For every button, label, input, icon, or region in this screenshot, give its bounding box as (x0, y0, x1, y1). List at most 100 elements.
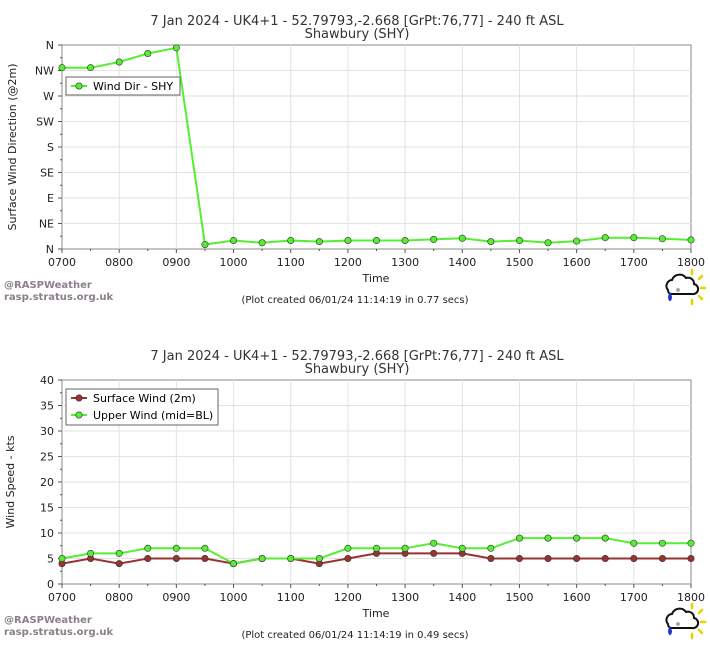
data-point (258, 554, 266, 562)
x-tick-label: 1200 (334, 256, 362, 269)
x-tick-label: 1700 (620, 591, 648, 604)
data-point (458, 544, 466, 552)
x-tick-label: 1100 (277, 256, 305, 269)
x-tick-label: 0700 (48, 591, 76, 604)
data-point (515, 237, 523, 245)
x-tick-label: 0800 (105, 591, 133, 604)
data-point (144, 49, 152, 57)
watermark-line1: @RASPWeather (4, 280, 92, 291)
data-point (201, 544, 209, 552)
y-tick-label: NW (35, 65, 54, 78)
data-point (115, 549, 123, 557)
wind-direction-chart: 7 Jan 2024 - UK4+1 - 52.79793,-2.668 [Gr… (6, 14, 705, 306)
grid (62, 45, 691, 249)
data-point (658, 554, 666, 562)
data-point (401, 544, 409, 552)
data-point (515, 554, 523, 562)
data-point (458, 234, 466, 242)
data-point (601, 554, 609, 562)
y-tick-label: 35 (40, 400, 54, 413)
y-tick-label: 20 (40, 476, 54, 489)
data-point (544, 239, 552, 247)
watermark-line2: rasp.stratus.org.uk (4, 627, 114, 638)
y-tick-label: W (43, 90, 54, 103)
x-tick-label: 0800 (105, 256, 133, 269)
x-tick-label: 1700 (620, 256, 648, 269)
data-point (372, 544, 380, 552)
chart-title: 7 Jan 2024 - UK4+1 - 52.79793,-2.668 [Gr… (150, 349, 564, 364)
y-tick-label: 30 (40, 425, 54, 438)
weather-logo-icon (665, 602, 707, 640)
data-point (430, 549, 438, 557)
watermark-bottom: @RASPWeather rasp.stratus.org.uk (4, 615, 114, 638)
legend-label-wind-dir: Wind Dir - SHY (93, 80, 173, 93)
data-point (87, 64, 95, 72)
data-point (201, 240, 209, 248)
data-point (430, 539, 438, 547)
data-point (430, 235, 438, 243)
data-point (601, 234, 609, 242)
data-point (573, 554, 581, 562)
data-point (544, 554, 552, 562)
x-axis-label: Time (362, 272, 390, 285)
data-point (344, 237, 352, 245)
y-tick-label: N (46, 243, 54, 256)
y-tick-labels: N NE E SE S SW W NW N (35, 39, 62, 256)
legend-marker-surface-wind (75, 394, 83, 402)
data-point (401, 237, 409, 245)
data-point (515, 534, 523, 542)
watermark-line2: rasp.stratus.org.uk (4, 292, 114, 303)
data-point (573, 534, 581, 542)
y-tick-label: NE (39, 218, 54, 231)
data-point (172, 554, 180, 562)
data-point (172, 544, 180, 552)
data-point (630, 539, 638, 547)
plot-footer: (Plot created 06/01/24 11:14:19 in 0.49 … (241, 630, 468, 641)
x-tick-label: 1600 (563, 591, 591, 604)
data-point (230, 237, 238, 245)
data-point (58, 554, 66, 562)
data-point (287, 237, 295, 245)
data-point (573, 237, 581, 245)
data-point (58, 64, 66, 72)
x-tick-labels: 0700 0800 0900 1000 1100 1200 1300 1400 1500 1600… (48, 249, 705, 269)
legend: Surface Wind (2m) Upper Wind (mid=BL) (65, 388, 219, 426)
data-point (487, 554, 495, 562)
data-point (144, 544, 152, 552)
data-point (315, 238, 323, 246)
data-point (172, 44, 180, 52)
y-tick-label: 10 (40, 527, 54, 540)
x-tick-label: 1000 (220, 256, 248, 269)
y-tick-label: 40 (40, 374, 54, 387)
data-point (258, 239, 266, 247)
data-point (315, 554, 323, 562)
data-point (344, 544, 352, 552)
data-point (630, 554, 638, 562)
data-point (687, 236, 695, 244)
x-tick-label: 1800 (677, 591, 705, 604)
watermark-line1: @RASPWeather (4, 615, 92, 626)
x-tick-label: 1400 (448, 591, 476, 604)
y-tick-label: 0 (47, 578, 54, 591)
series-marks (58, 534, 695, 568)
data-point (287, 554, 295, 562)
y-tick-label: N (46, 39, 54, 52)
legend: Wind Dir - SHY (65, 76, 181, 96)
y-axis-label: Surface Wind Direction (@2m) (6, 63, 19, 230)
legend-label-surface-wind: Surface Wind (2m) (93, 392, 196, 405)
data-point (230, 560, 238, 568)
y-tick-labels: 0 5 10 15 20 25 30 35 40 (40, 374, 62, 591)
x-tick-labels: 0700 0800 0900 1000 1100 1200 1300 1400 1500 1600… (48, 584, 705, 604)
y-tick-label: SE (40, 167, 54, 180)
chart-title: 7 Jan 2024 - UK4+1 - 52.79793,-2.668 [Gr… (150, 14, 564, 29)
y-tick-label: 25 (40, 451, 54, 464)
data-point (487, 544, 495, 552)
x-tick-label: 1800 (677, 256, 705, 269)
data-point (201, 554, 209, 562)
x-tick-label: 1600 (563, 256, 591, 269)
x-tick-label: 0900 (162, 256, 190, 269)
y-axis-label: Wind Speed - kts (4, 435, 17, 528)
x-tick-label: 1000 (220, 591, 248, 604)
x-tick-label: 1300 (391, 256, 419, 269)
